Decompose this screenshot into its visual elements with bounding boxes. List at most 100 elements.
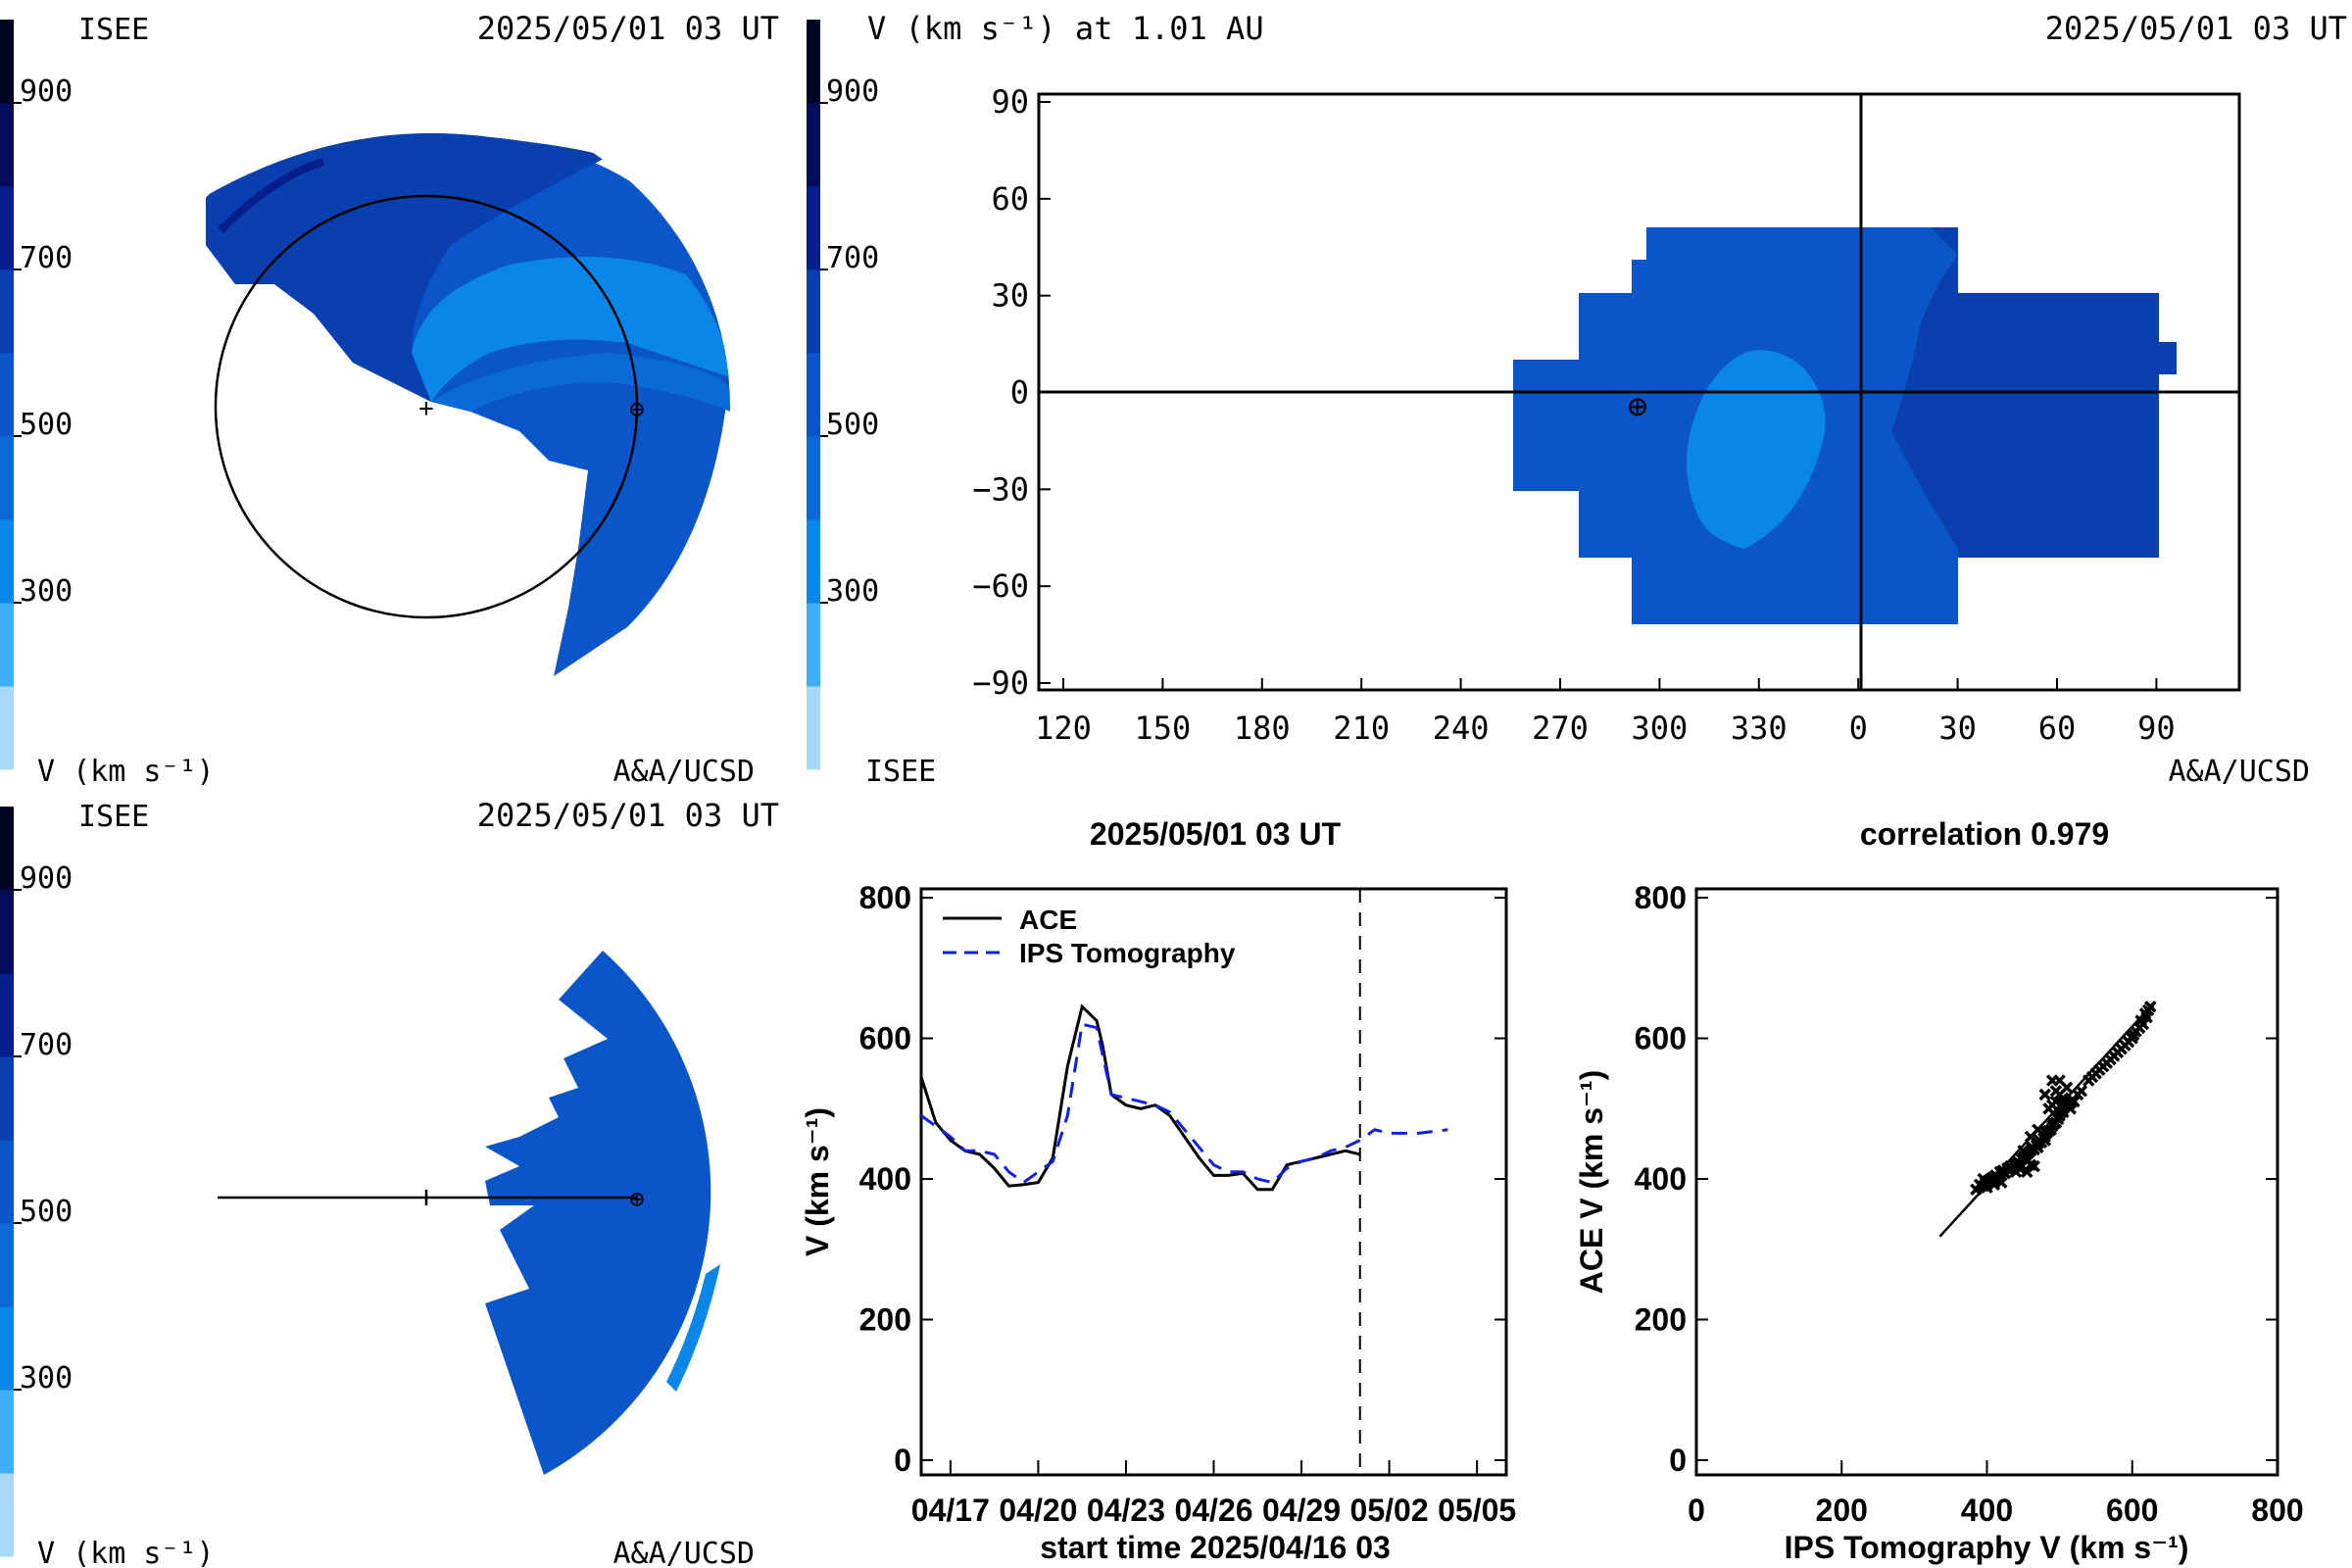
x-tick-label: 05/05: [1438, 1493, 1516, 1528]
x-tick-label: 0: [1688, 1493, 1705, 1528]
scatter-point: [2028, 1159, 2040, 1173]
colorbar-band: [807, 603, 820, 687]
x-tick-label: 400: [1961, 1493, 2013, 1528]
x-tick-label: 04/23: [1087, 1493, 1165, 1528]
colorbar-tick-label: 700: [20, 1028, 73, 1062]
colorbar-tick-label: 300: [20, 574, 73, 609]
org-label: ISEE: [78, 13, 149, 47]
colorbar-tick-label: 700: [20, 241, 73, 275]
unit-label: V (km s⁻¹): [37, 1537, 215, 1568]
map-x-tick-label: 180: [1234, 710, 1291, 747]
map-y-tick-label: 0: [1010, 374, 1029, 412]
org-label: ISEE: [78, 800, 149, 834]
map-org-label: ISEE: [865, 755, 936, 789]
regression-line: [1938, 1005, 2152, 1238]
colorbar-band: [0, 603, 14, 687]
map-title: V (km s⁻¹) at 1.01 AU: [867, 10, 1264, 47]
timeseries-title: 2025/05/01 03 UT: [1090, 816, 1342, 852]
colorbar-tick-label: 500: [826, 408, 879, 442]
colorbar-band: [0, 353, 14, 437]
timeseries-x-label: start time 2025/04/16 03: [1040, 1530, 1391, 1565]
scatter-y-label: ACE V (km s⁻¹): [1574, 1070, 1609, 1294]
scatter-point: [2042, 1102, 2055, 1115]
y-tick-label: 200: [1635, 1302, 1687, 1338]
colorbar-band: [807, 20, 820, 104]
panel-meridional-view: ISEE 2025/05/01 03 UT V (km s⁻¹) A&A/UCS…: [37, 797, 779, 1568]
scatter-x-label: IPS Tomography V (km s⁻¹): [1785, 1530, 2189, 1565]
scatter-point: [2057, 1105, 2070, 1119]
map-x-tick-label: 120: [1035, 710, 1092, 747]
colorbar-band: [0, 103, 14, 187]
y-tick-label: 600: [1635, 1021, 1687, 1056]
scatter-point: [1977, 1172, 1990, 1186]
map-y-tick-label: 30: [991, 277, 1029, 315]
time-label: 2025/05/01 03 UT: [477, 10, 779, 47]
colorbar-band: [0, 686, 14, 770]
panel-time-series: 2025/05/01 03 UT 800 600 400 200 0 04/17 04/2…: [800, 816, 1516, 1565]
colorbar-band: [0, 1306, 14, 1391]
colorbar-band: [0, 436, 14, 520]
unit-label: V (km s⁻¹): [37, 755, 215, 789]
scatter-point: [2038, 1088, 2052, 1102]
x-tick-label: 05/02: [1350, 1493, 1429, 1528]
earth-marker: ⊕: [629, 395, 645, 424]
map-time-label: 2025/05/01 03 UT: [2045, 10, 2347, 47]
y-tick-label: 600: [859, 1021, 911, 1056]
speed-map-latlon: [1513, 227, 2177, 624]
map-x-tick-label: 90: [2137, 710, 2176, 747]
panel-scatter: correlation 0.979 800 600 400 200 0 0 200 400 6…: [1574, 816, 2304, 1565]
earth-orbit-circle: [214, 194, 639, 619]
colorbar-top-left: 900 700 500 300: [0, 20, 73, 770]
colorbar-band: [807, 686, 820, 770]
legend-ace-label: ACE: [1019, 905, 1077, 935]
scatter-point: [2024, 1130, 2037, 1144]
colorbar-band: [807, 186, 820, 270]
colorbar-tick-label: 900: [20, 861, 73, 896]
colorbar-band: [0, 1056, 14, 1141]
timeseries-legend: ACE IPS Tomography: [943, 905, 1236, 968]
x-tick-label: 800: [2251, 1493, 2303, 1528]
y-tick-label: 200: [859, 1302, 911, 1338]
colorbar-band: [0, 1390, 14, 1474]
scatter-point: [2085, 1070, 2099, 1084]
series-ace-line: [919, 1004, 1361, 1192]
panel-latlon-map: V (km s⁻¹) at 1.01 AU 2025/05/01 03 UT I…: [865, 10, 2347, 789]
scatter-point: [2071, 1088, 2084, 1102]
earth-marker: ⊕: [629, 1185, 645, 1214]
scatter-point: [2032, 1141, 2044, 1153]
credit-label: A&A/UCSD: [613, 1537, 756, 1568]
colorbar-band: [807, 519, 820, 604]
scatter-point: [2134, 1014, 2147, 1027]
credit-label: A&A/UCSD: [613, 755, 756, 789]
map-x-tick-label: 330: [1731, 710, 1788, 747]
x-tick-label: 600: [2106, 1493, 2158, 1528]
map-x-tick-label: 270: [1532, 710, 1589, 747]
legend-ips-label: IPS Tomography: [1019, 938, 1236, 968]
scatter-point: [2138, 1007, 2152, 1020]
colorbar-band: [0, 973, 14, 1057]
colorbar-band: [0, 186, 14, 270]
y-tick-label: 400: [1635, 1161, 1687, 1197]
colorbar-tick-label: 900: [826, 74, 879, 109]
colorbar-tick-label: 300: [826, 574, 879, 609]
panel-ecliptic-view: ISEE 2025/05/01 03 UT V (km s⁻¹) A&A/UCS…: [37, 10, 779, 789]
y-tick-label: 0: [894, 1443, 911, 1478]
map-x-tick-label: 60: [2038, 710, 2077, 747]
speed-map-meridional: [485, 951, 720, 1475]
map-x-tick-label: 300: [1632, 710, 1689, 747]
colorbar-band: [807, 270, 820, 354]
sun-marker: +: [418, 394, 434, 423]
colorbar-tick-label: 700: [826, 241, 879, 275]
y-tick-label: 800: [859, 880, 911, 915]
colorbar-band: [807, 436, 820, 520]
timeseries-y-label: V (km s⁻¹): [800, 1107, 835, 1256]
map-x-tick-label: 210: [1333, 710, 1390, 747]
timeseries-frame: [919, 887, 1508, 1477]
time-label: 2025/05/01 03 UT: [477, 797, 779, 834]
colorbar-band: [807, 353, 820, 437]
y-tick-label: 400: [859, 1161, 911, 1197]
map-x-ticks: 120 150 180 210 240 270 300 330 0 30 60 90: [1035, 678, 2176, 747]
colorbar-band: [0, 519, 14, 604]
scatter-title: correlation 0.979: [1860, 816, 2109, 852]
scatter-x-ticks: 0 200 400 600 800: [1688, 1460, 2304, 1528]
